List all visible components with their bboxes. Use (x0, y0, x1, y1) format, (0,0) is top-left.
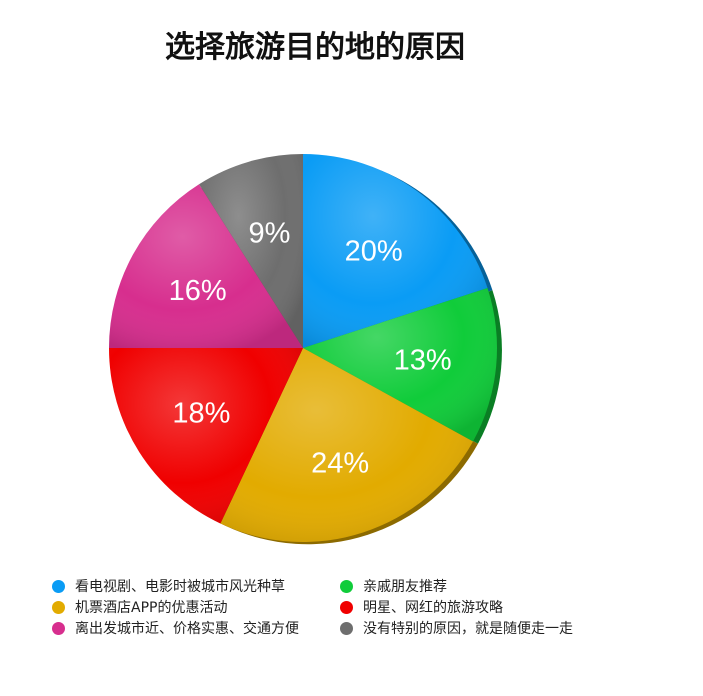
chart-title: 选择旅游目的地的原因 (165, 30, 465, 65)
slice-6-label: 9% (248, 218, 290, 250)
pie-labels: 20% 13% 24% 18% 16% 9% (169, 218, 452, 480)
slice-1-label: 20% (345, 236, 403, 268)
slice-2-label: 13% (394, 344, 452, 376)
legend-label: 离出发城市近、价格实惠、交通方便 (75, 621, 299, 637)
legend-item-1: 看电视剧、电影时被城市风光种草 (52, 576, 285, 596)
slice-3-label: 24% (311, 447, 369, 479)
slice-4-gloss (109, 348, 303, 524)
legend-swatch (52, 600, 65, 614)
legend-item-4: 明星、网红的旅游攻略 (340, 597, 503, 617)
legend-swatch (340, 600, 353, 614)
legend-label: 看电视剧、电影时被城市风光种草 (75, 579, 285, 595)
legend-swatch (340, 579, 353, 593)
legend-item-5: 离出发城市近、价格实惠、交通方便 (52, 618, 299, 638)
pie-slices (109, 154, 497, 543)
slice-1-gloss (303, 154, 488, 348)
slice-5-gloss (109, 184, 303, 348)
legend-label: 明星、网红的旅游攻略 (363, 600, 503, 616)
legend-label: 没有特别的原因，就是随便走一走 (363, 621, 573, 637)
legend-swatch (340, 621, 353, 635)
slice-3-gloss (220, 348, 473, 543)
legend-label: 亲戚朋友推荐 (363, 579, 447, 595)
slice-5-label: 16% (169, 275, 227, 307)
legend-label: 机票酒店APP的优惠活动 (75, 600, 228, 616)
legend-swatch (52, 621, 65, 635)
legend-item-2: 亲戚朋友推荐 (340, 576, 447, 596)
slice-4-label: 18% (172, 397, 230, 429)
slice-2-gloss (303, 288, 497, 442)
legend-swatch (52, 579, 65, 593)
legend-item-3: 机票酒店APP的优惠活动 (52, 597, 227, 617)
legend-item-6: 没有特别的原因，就是随便走一走 (340, 618, 573, 638)
slice-6-gloss (199, 154, 303, 348)
